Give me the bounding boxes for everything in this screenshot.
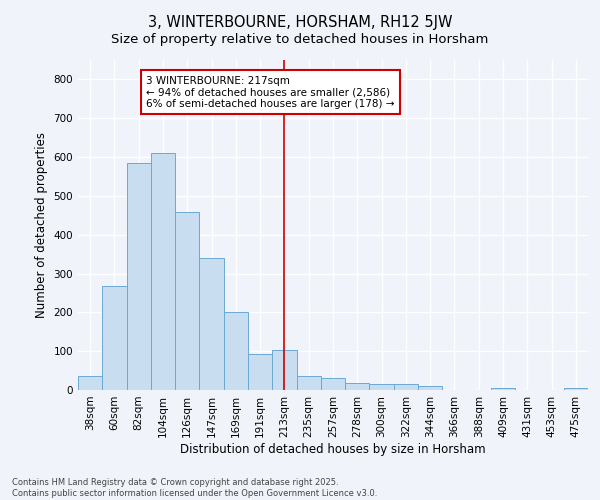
Y-axis label: Number of detached properties: Number of detached properties (35, 132, 48, 318)
Bar (127, 163, 151, 390)
Bar (224, 312, 248, 390)
Bar (175, 212, 199, 390)
Text: 3 WINTERBOURNE: 217sqm
← 94% of detached houses are smaller (2,586)
6% of semi-d: 3 WINTERBOURNE: 217sqm ← 94% of detached… (146, 76, 395, 108)
Bar (272, 350, 296, 390)
Text: 3, WINTERBOURNE, HORSHAM, RH12 5JW: 3, WINTERBOURNE, HORSHAM, RH12 5JW (148, 15, 452, 30)
Bar (296, 376, 321, 390)
Bar (321, 378, 345, 390)
Bar (345, 384, 370, 390)
Bar (102, 286, 127, 390)
Bar (418, 386, 442, 390)
Bar (491, 388, 515, 390)
Bar (248, 354, 272, 390)
Bar (564, 388, 588, 390)
Bar (199, 258, 224, 390)
Bar (394, 384, 418, 390)
Bar (370, 384, 394, 390)
Bar (78, 376, 102, 390)
Text: Contains HM Land Registry data © Crown copyright and database right 2025.
Contai: Contains HM Land Registry data © Crown c… (12, 478, 377, 498)
Text: Size of property relative to detached houses in Horsham: Size of property relative to detached ho… (112, 32, 488, 46)
X-axis label: Distribution of detached houses by size in Horsham: Distribution of detached houses by size … (180, 442, 486, 456)
Bar (151, 153, 175, 390)
